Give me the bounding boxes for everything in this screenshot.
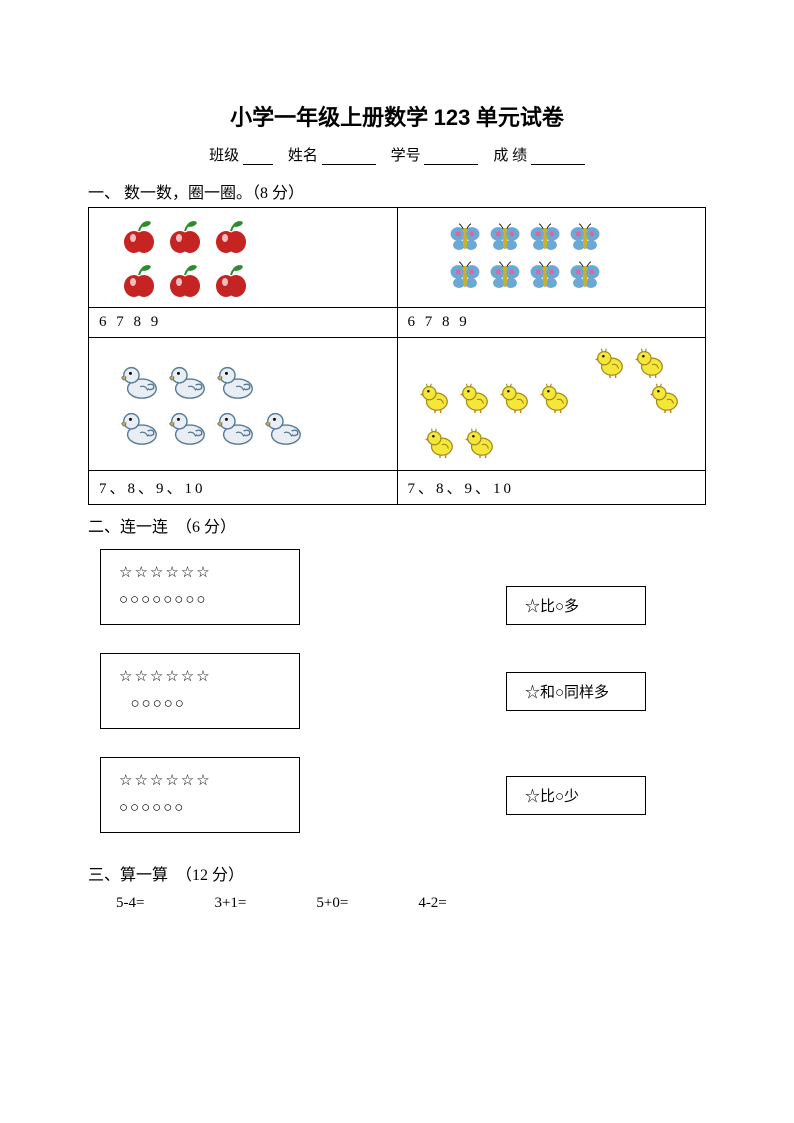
q1-cell-butterfly xyxy=(397,208,706,308)
apple-icon xyxy=(211,216,251,256)
butterfly-icon xyxy=(448,222,482,256)
chick-icon xyxy=(538,379,572,413)
q1-ans-duck: 7、8、9、10 xyxy=(89,471,398,505)
name-label: 姓名 xyxy=(288,148,318,164)
q2-heading: 二、连一连 （6 分） xyxy=(88,513,706,537)
chick-icon xyxy=(593,344,627,378)
duck-icon xyxy=(167,406,209,448)
butterfly-icon xyxy=(568,260,602,294)
apple-icon xyxy=(165,260,205,300)
q1-cell-apple xyxy=(89,208,398,308)
score-label: 成 绩 xyxy=(493,148,527,164)
chick-icon xyxy=(458,379,492,413)
q2-right-box: ☆比○多 xyxy=(506,586,646,625)
title-prefix: 小学一年级上册数学 xyxy=(230,105,434,130)
q2-left-box: ☆☆☆☆☆☆ ○○○○○ xyxy=(100,653,300,729)
apple-icon xyxy=(211,260,251,300)
apple-icon xyxy=(119,260,159,300)
butterfly-icon xyxy=(528,222,562,256)
student-info-line: 班级 姓名 学号 成 绩 xyxy=(88,144,706,165)
title-number: 123 xyxy=(434,105,471,130)
q1-table: 6 7 8 9 6 7 8 9 xyxy=(88,207,706,505)
q3-p2: 3+1= xyxy=(214,895,246,912)
butterfly-icon xyxy=(488,222,522,256)
q1-cell-duck xyxy=(89,338,398,471)
duck-icon xyxy=(119,406,161,448)
q1-ans-chick: 7、8、9、10 xyxy=(397,471,706,505)
chick-icon xyxy=(498,379,532,413)
q1-ans-butterfly: 6 7 8 9 xyxy=(397,308,706,338)
q1-heading: 一、 数一数，圈一圈。（8 分） xyxy=(88,179,706,203)
chick-icon xyxy=(633,344,667,378)
apple-icon xyxy=(119,216,159,256)
chick-icon xyxy=(463,424,497,458)
q3-problems: 5-4= 3+1= 5+0= 4-2= xyxy=(116,895,706,912)
butterfly-icon xyxy=(568,222,602,256)
q2-row: ☆☆☆☆☆☆○○○○○○ ☆比○少 xyxy=(88,757,706,833)
page-title: 小学一年级上册数学 123 单元试卷 xyxy=(88,100,706,132)
id-blank[interactable] xyxy=(424,150,478,165)
duck-icon xyxy=(215,406,257,448)
q2-left-box: ☆☆☆☆☆☆○○○○○○○○ xyxy=(100,549,300,625)
q2-row: ☆☆☆☆☆☆○○○○○○○○ ☆比○多 xyxy=(88,549,706,625)
q2-left-box: ☆☆☆☆☆☆○○○○○○ xyxy=(100,757,300,833)
name-blank[interactable] xyxy=(322,150,376,165)
duck-icon xyxy=(263,406,305,448)
q1-ans-apple: 6 7 8 9 xyxy=(89,308,398,338)
title-suffix: 单元试卷 xyxy=(470,105,564,130)
q1-cell-chick xyxy=(397,338,706,471)
q2-right-box: ☆比○少 xyxy=(506,776,646,815)
q2-right-box: ☆和○同样多 xyxy=(506,672,646,711)
q3-p1: 5-4= xyxy=(116,895,144,912)
duck-icon xyxy=(119,360,161,402)
chick-icon xyxy=(423,424,457,458)
q2-row: ☆☆☆☆☆☆ ○○○○○ ☆和○同样多 xyxy=(88,653,706,729)
chick-icon xyxy=(418,379,452,413)
butterfly-icon xyxy=(488,260,522,294)
butterfly-icon xyxy=(448,260,482,294)
q3-p3: 5+0= xyxy=(316,895,348,912)
class-label: 班级 xyxy=(209,148,239,164)
id-label: 学号 xyxy=(391,148,421,164)
q2-container: ☆☆☆☆☆☆○○○○○○○○☆比○多☆☆☆☆☆☆ ○○○○○☆和○同样多☆☆☆☆… xyxy=(88,549,706,833)
butterfly-icon xyxy=(528,260,562,294)
class-blank[interactable] xyxy=(243,150,273,165)
duck-icon xyxy=(215,360,257,402)
q3-p4: 4-2= xyxy=(418,895,446,912)
apple-icon xyxy=(165,216,205,256)
duck-icon xyxy=(167,360,209,402)
q3-heading: 三、算一算 （12 分） xyxy=(88,861,706,885)
chick-icon xyxy=(648,379,682,413)
score-blank[interactable] xyxy=(531,150,585,165)
